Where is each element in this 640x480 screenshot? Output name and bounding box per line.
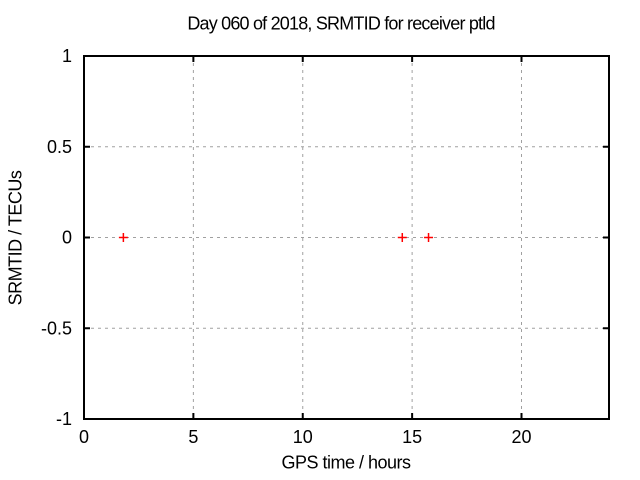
x-tick-label: 10: [293, 427, 313, 447]
y-tick-label: -1: [56, 409, 72, 429]
chart-title: Day 060 of 2018, SRMTID for receiver ptl…: [187, 13, 495, 34]
x-tick-label: 5: [188, 427, 198, 447]
x-tick-label: 0: [79, 427, 89, 447]
x-axis-label: GPS time / hours: [281, 452, 411, 473]
y-tick-label: 1: [62, 46, 72, 66]
y-tick-label: -0.5: [41, 318, 72, 338]
y-tick-label: 0.5: [47, 137, 72, 157]
y-tick-label: 0: [62, 228, 72, 248]
x-tick-label: 15: [402, 427, 422, 447]
y-axis-label: SRMTID / TECUs: [5, 170, 26, 306]
x-tick-label: 20: [511, 427, 531, 447]
